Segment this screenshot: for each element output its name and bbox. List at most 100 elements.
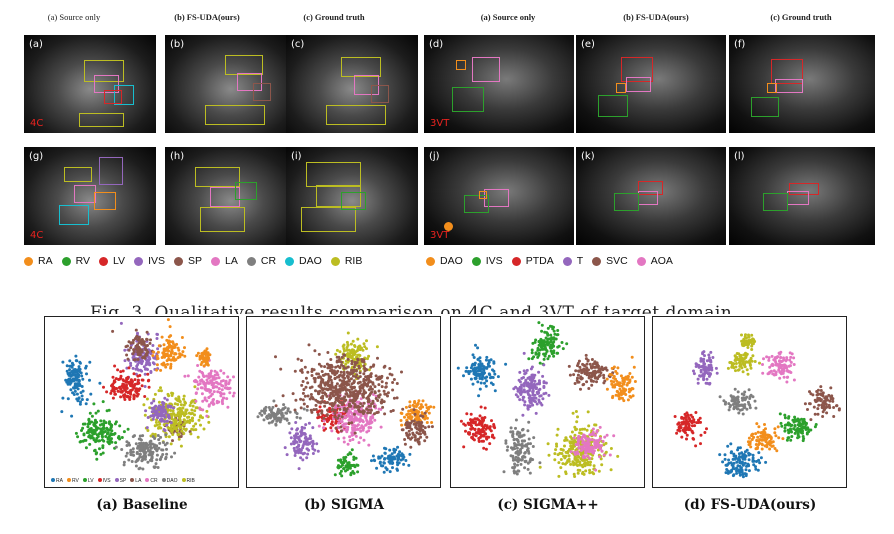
tsne-point xyxy=(549,338,553,342)
tsne-point xyxy=(586,443,590,447)
tsne-point xyxy=(774,434,778,438)
tsne-point xyxy=(305,442,308,446)
tsne-point xyxy=(369,408,373,412)
tsne-point xyxy=(747,469,751,473)
tsne-point xyxy=(758,361,761,365)
tsne-point xyxy=(131,447,135,451)
tsne-point xyxy=(407,429,411,433)
tsne-point xyxy=(362,401,366,405)
tsne-point xyxy=(207,375,211,379)
legend-dot xyxy=(174,256,184,266)
tsne-point xyxy=(702,374,706,378)
tsne-point xyxy=(149,338,152,342)
tsne-point xyxy=(317,352,321,356)
tsne-point xyxy=(301,398,305,402)
tsne-point xyxy=(528,375,532,379)
tsne-point xyxy=(702,357,706,361)
tsne-point xyxy=(472,356,476,359)
tsne-point xyxy=(329,358,333,361)
tsne-point xyxy=(349,393,353,397)
tsne-point xyxy=(347,414,351,418)
tsne-point xyxy=(157,389,161,393)
tsne-point xyxy=(336,369,340,373)
tsne-point xyxy=(367,429,371,433)
tsne-point xyxy=(526,407,530,411)
tsne-point xyxy=(288,410,292,414)
tsne-point xyxy=(275,416,279,420)
tsne-point xyxy=(598,373,602,377)
tsne-point xyxy=(160,417,164,421)
tsne-point xyxy=(369,426,373,430)
tsne-point xyxy=(337,421,341,425)
panel-label: (c) xyxy=(291,39,305,50)
tsne-point xyxy=(365,396,369,400)
tsne-point xyxy=(533,400,537,404)
tsne-point xyxy=(408,452,412,456)
tsne-point xyxy=(600,463,604,467)
tsne-point xyxy=(114,377,118,381)
tsne-point xyxy=(93,432,97,435)
tsne-point xyxy=(489,381,493,385)
tsne-point xyxy=(353,360,357,364)
tsne-point xyxy=(817,398,821,402)
tsne-point xyxy=(72,373,76,377)
tsne-point xyxy=(531,383,535,387)
tsne-point xyxy=(685,437,688,441)
tsne-point xyxy=(346,352,350,355)
tsne-point xyxy=(378,456,382,460)
tsne-point xyxy=(703,354,706,358)
tsne-point xyxy=(552,329,556,333)
tsne-point xyxy=(399,411,403,415)
tsne-point xyxy=(331,404,335,408)
tsne-point xyxy=(748,362,752,366)
tsne-point xyxy=(761,363,764,366)
tsne-point xyxy=(588,471,592,475)
tsne-point xyxy=(750,433,754,437)
tsne-point xyxy=(345,388,349,392)
tsne-point xyxy=(147,356,151,359)
tsne-point xyxy=(294,421,298,424)
tsne-point xyxy=(295,412,299,416)
tsne-point xyxy=(146,443,150,447)
tsne-point xyxy=(732,454,736,458)
legend-item: RIB xyxy=(330,255,362,267)
tsne-point xyxy=(386,376,389,380)
tsne-point xyxy=(350,421,354,425)
tsne-point xyxy=(89,427,93,430)
tsne-point xyxy=(183,354,187,358)
tsne-point xyxy=(694,444,698,448)
tsne-point xyxy=(588,456,592,460)
tsne-point xyxy=(209,369,213,373)
tsne-point xyxy=(744,474,748,478)
tsne-point xyxy=(102,423,106,427)
tsne-point xyxy=(162,423,166,427)
tsne-point xyxy=(160,335,164,339)
tsne-point xyxy=(622,387,626,391)
tsne-point xyxy=(141,456,145,460)
tsne-point xyxy=(768,365,772,369)
tsne-point xyxy=(518,398,522,402)
tsne-point xyxy=(151,344,155,347)
tsne-point xyxy=(535,402,539,406)
tsne-point xyxy=(534,338,538,342)
tsne-point xyxy=(323,404,327,408)
tsne-point xyxy=(723,402,727,406)
tsne-point xyxy=(569,450,573,454)
tsne-point xyxy=(478,414,482,418)
tsne-point xyxy=(351,464,355,467)
tsne-point xyxy=(275,412,279,416)
header-left-fsuda: (b) FS-UDA(ours) xyxy=(174,12,240,22)
tsne-point xyxy=(747,339,751,342)
tsne-point xyxy=(171,439,174,443)
tsne-point xyxy=(703,431,707,434)
tsne-point xyxy=(179,409,183,413)
tsne-point xyxy=(314,403,318,407)
tsne-point xyxy=(622,382,626,386)
tsne-point xyxy=(159,457,163,461)
tsne-point xyxy=(771,364,775,367)
tsne-point xyxy=(225,386,229,390)
tsne-point xyxy=(201,408,205,412)
tsne-point xyxy=(518,451,522,455)
tsne-point xyxy=(520,443,523,447)
tsne-point xyxy=(207,395,211,399)
